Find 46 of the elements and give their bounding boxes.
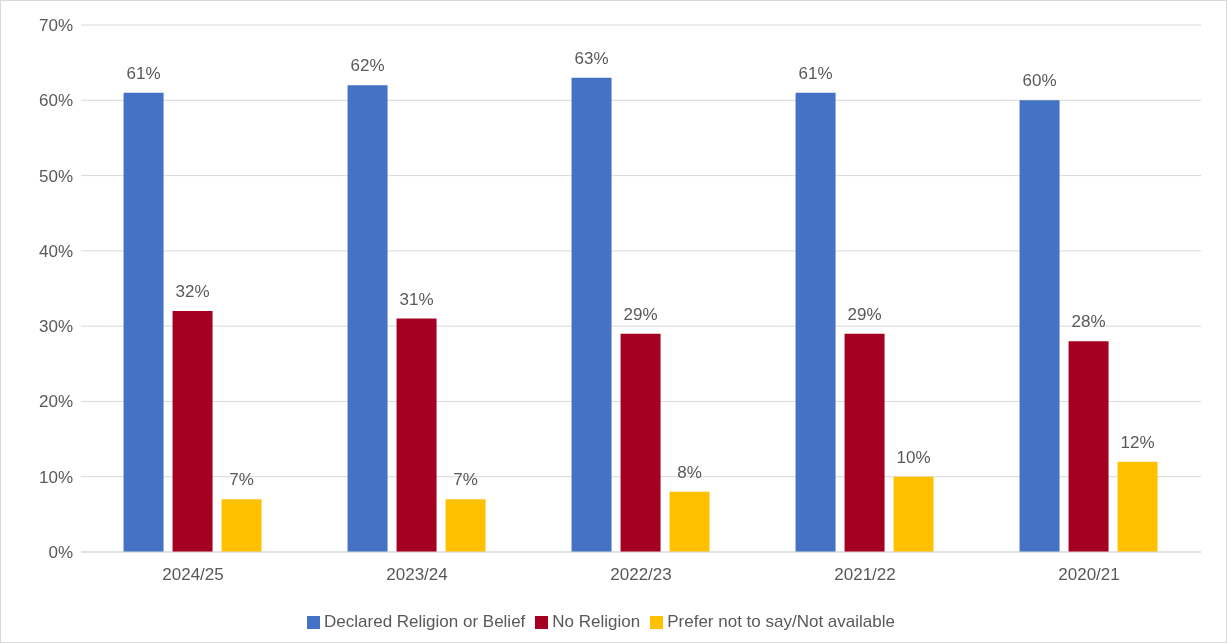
data-label: 31%: [399, 289, 434, 309]
data-label: 63%: [574, 48, 609, 68]
legend-label: No Religion: [552, 612, 641, 631]
legend-label: Prefer not to say/Not available: [667, 612, 895, 631]
data-label: 29%: [847, 304, 882, 324]
data-label: 10%: [896, 447, 931, 467]
data-label: 29%: [623, 304, 658, 324]
data-label: 28%: [1071, 312, 1106, 332]
y-tick-label: 40%: [38, 241, 73, 261]
bar: [844, 333, 885, 552]
bar: [620, 333, 661, 552]
bar: [396, 318, 437, 552]
bar: [1019, 100, 1060, 552]
data-label: 7%: [453, 470, 478, 490]
data-label: 12%: [1120, 432, 1155, 452]
y-tick-label: 30%: [38, 317, 73, 337]
y-tick-label: 50%: [38, 166, 73, 186]
bar: [123, 92, 164, 552]
x-tick-label: 2022/23: [610, 565, 672, 585]
bar: [571, 77, 612, 552]
data-label: 61%: [798, 63, 833, 83]
y-tick-label: 20%: [38, 392, 73, 412]
y-tick-label: 60%: [38, 91, 73, 111]
data-label: 7%: [229, 470, 254, 490]
data-label: 8%: [677, 462, 702, 482]
bar: [1068, 341, 1109, 552]
bar: [221, 499, 262, 552]
x-tick-label: 2024/25: [162, 565, 224, 585]
bar: [347, 85, 388, 552]
bar: [669, 491, 710, 552]
data-label: 61%: [126, 63, 161, 83]
bar: [445, 499, 486, 552]
bar: [1117, 461, 1158, 552]
data-label: 62%: [350, 56, 385, 76]
x-tick-label: 2020/21: [1058, 565, 1120, 585]
data-label: 32%: [175, 282, 210, 302]
data-label: 60%: [1022, 71, 1057, 91]
x-tick-label: 2023/24: [386, 565, 448, 585]
bar: [172, 311, 213, 552]
legend-label: Declared Religion or Belief: [324, 612, 526, 631]
y-tick-label: 10%: [38, 467, 73, 487]
bar: [795, 92, 836, 552]
y-tick-label: 70%: [38, 16, 73, 36]
x-tick-label: 2021/22: [834, 565, 896, 585]
bar: [893, 476, 934, 552]
y-tick-label: 0%: [48, 543, 73, 563]
